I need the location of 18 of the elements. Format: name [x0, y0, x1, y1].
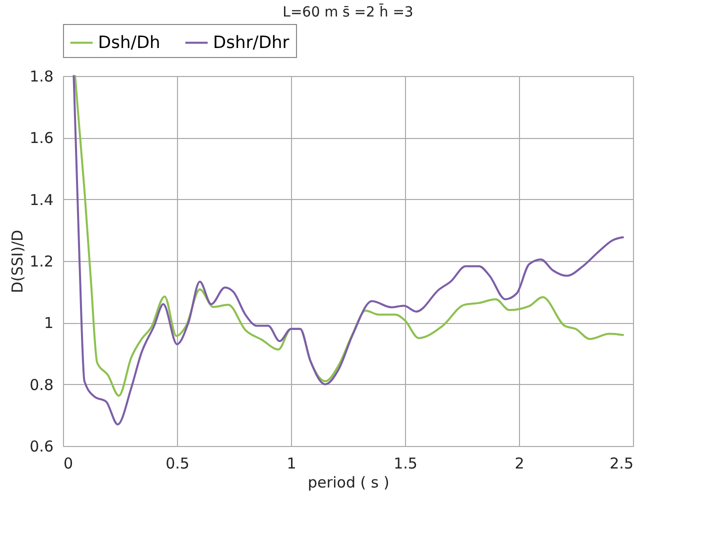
y-tick-label: 1.2	[30, 252, 54, 270]
x-tick-label: 0.5	[166, 454, 190, 472]
y-axis-title: D(SSI)/D	[8, 230, 27, 294]
y-tick-label: 0.8	[30, 376, 54, 394]
y-tick-label: 0.6	[30, 438, 54, 456]
chart-title: L=60 m s̄ =2 h̄ =3	[282, 2, 414, 20]
x-tick-label: 1	[286, 454, 296, 472]
y-tick-label: 1.8	[30, 68, 54, 86]
x-axis-title: period ( s )	[308, 474, 390, 492]
x-tick-label: 2	[514, 454, 524, 472]
legend-label: Dshr/Dhr	[213, 32, 290, 53]
legend-label: Dsh/Dh	[98, 32, 160, 53]
y-tick-label: 1	[44, 314, 54, 332]
y-tick-label: 1.6	[30, 129, 54, 148]
x-tick-label: 1.5	[394, 454, 418, 472]
x-tick-label: 2.5	[610, 454, 634, 472]
x-tick-label: 0	[64, 454, 74, 472]
y-tick-label: 1.4	[30, 190, 54, 209]
